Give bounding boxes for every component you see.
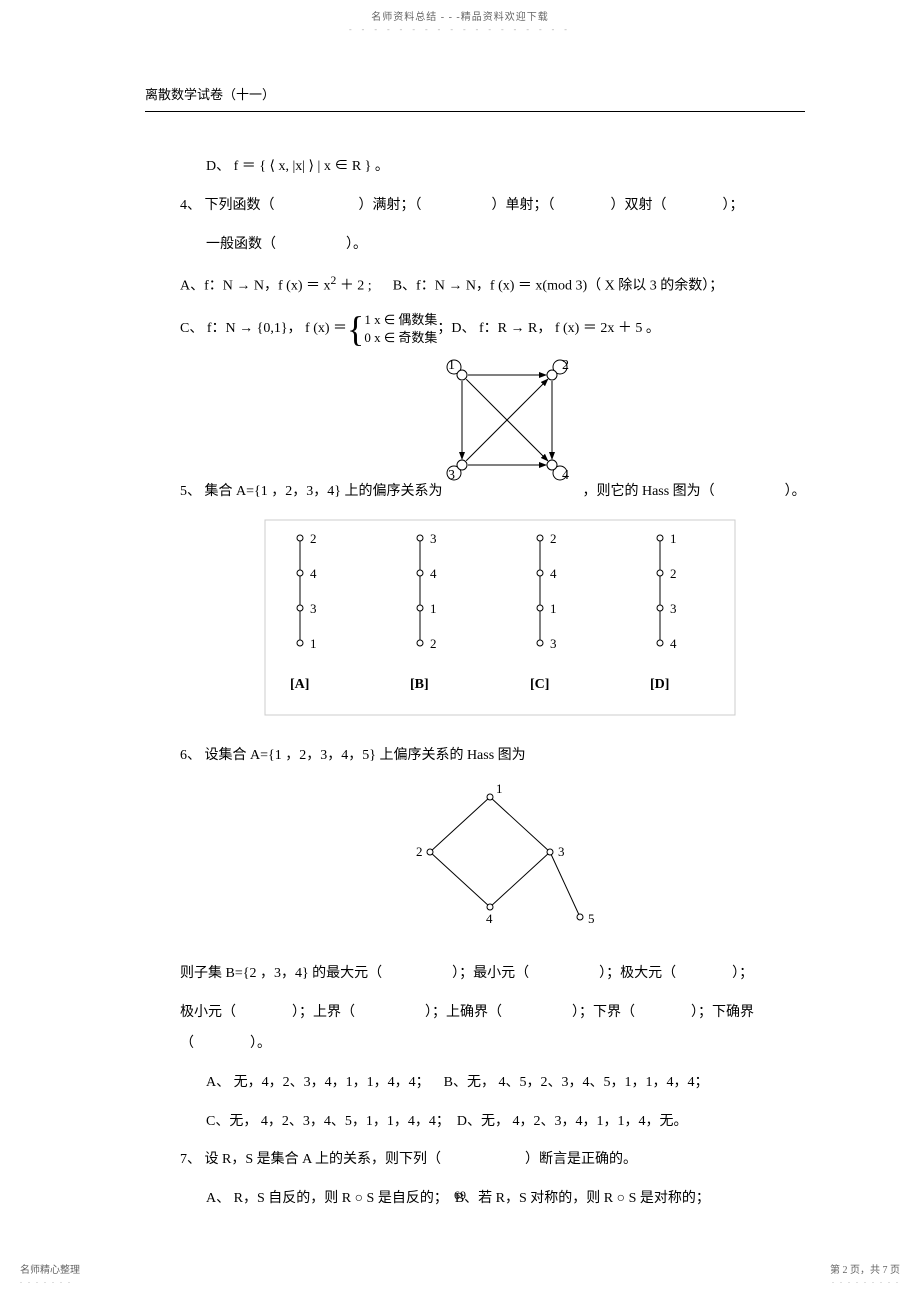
footer-left-text: 名师精心整理 <box>20 1261 80 1276</box>
q7-stem: 7、 设 R，S 是集合 A 上的关系，则下列（ ）断言是正确的。 <box>180 1145 820 1176</box>
svg-text:3: 3 <box>448 468 455 483</box>
footer-left: 名师精心整理 . . . . . . . <box>20 1261 80 1285</box>
q6-optA: A、 无，4，2、3，4，1，1，4，4； <box>206 1075 430 1090</box>
page-number: 69 <box>0 1188 920 1203</box>
footer-right: 第 2 页，共 7 页 . . . . . . . . . <box>830 1261 900 1285</box>
svg-text:2: 2 <box>550 531 557 546</box>
option-d-prev: D、 f ＝ { ⟨ x, |x| ⟩ | x ∈ R } 。 <box>180 152 820 183</box>
q6-line1: 则子集 B={2 ，3，4} 的最大元（ ）；最小元（ ）；极大元（ ）； <box>180 959 820 990</box>
q6-stem: 6、 设集合 A={1 ，2，3，4，5} 上偏序关系的 Hass 图为 <box>180 741 820 772</box>
svg-text:2: 2 <box>416 844 423 859</box>
svg-text:[C]: [C] <box>530 677 549 692</box>
svg-text:3: 3 <box>558 844 565 859</box>
page-title: 离散数学试卷（十一） <box>145 84 920 103</box>
svg-text:4: 4 <box>430 566 437 581</box>
title-underline <box>145 111 805 112</box>
svg-text:3: 3 <box>310 601 317 616</box>
svg-text:2: 2 <box>310 531 317 546</box>
svg-text:1: 1 <box>496 782 503 796</box>
svg-text:4: 4 <box>486 911 493 926</box>
q6-optB: B、无， 4、5，2、3，4、5，1，1，4，4； <box>444 1075 709 1090</box>
footer-left-dots: . . . . . . . <box>20 1276 80 1285</box>
svg-text:1: 1 <box>448 358 455 373</box>
header-small: 名师资料总结 - - -精品资料欢迎下载 <box>0 0 920 23</box>
svg-text:4: 4 <box>562 468 569 483</box>
svg-text:2: 2 <box>430 636 437 651</box>
q6-optC: C、无， 4，2、3，4、5，1，1，4，4； <box>206 1114 450 1129</box>
q5-post: ，则它的 Hass 图为（ ）。 <box>582 477 805 508</box>
q5-row: 5、 集合 A={1 ，2，3，4} 上的偏序关系为 1 2 3 4 ，则它的 Has… <box>180 355 820 508</box>
q4-piece2: 0 x ∈ 奇数集 <box>364 329 437 347</box>
q6-optD: D、无， 4，2、3，4，1，1，4，无。 <box>457 1114 688 1129</box>
q6-hasse: 1 2 3 4 5 <box>180 782 820 950</box>
brace-icon: { <box>347 315 364 344</box>
svg-text:[A]: [A] <box>290 677 309 692</box>
svg-text:[D]: [D] <box>650 677 669 692</box>
svg-text:4: 4 <box>550 566 557 581</box>
q5-hasse-options: 2 4 3 1 [A] 3 4 1 2 [B] 2 4 1 3 [C] 1 2 3 4 [D] <box>180 518 820 731</box>
q4-stem: 4、 下列函数（ ）满射；（ ）单射；（ ）双射（ ）； <box>180 191 820 222</box>
q5-pre: 5、 集合 A={1 ，2，3，4} 上的偏序关系为 <box>180 477 442 508</box>
svg-text:[B]: [B] <box>410 677 429 692</box>
q4-optC-post: ；D、 f：R → R， f (x) ＝ 2x ＋ 5 。 <box>437 314 659 345</box>
q4-piecewise: { 1 x ∈ 偶数集 0 x ∈ 奇数集 <box>347 311 437 347</box>
q4-optA-pre: A、f：N → N，f (x) ＝ x <box>180 279 330 294</box>
q4-stem2: 一般函数（ ）。 <box>180 230 820 261</box>
q4-options-line1: A、f：N → N，f (x) ＝ x2 ＋ 2 ; B、f：N → N，f (… <box>180 268 820 302</box>
svg-text:3: 3 <box>670 601 677 616</box>
q4-options-line2: C、 f：N → {0,1}， f (x) ＝ { 1 x ∈ 偶数集 0 x … <box>180 311 820 347</box>
svg-text:1: 1 <box>550 601 557 616</box>
q4-optA-post: ＋ 2 ; <box>336 279 371 294</box>
q6-opts-cd: C、无， 4，2、3，4、5，1，1，4，4； D、无， 4，2、3，4，1，1… <box>180 1107 820 1138</box>
svg-text:5: 5 <box>588 911 595 926</box>
footer-right-dots: . . . . . . . . . <box>830 1276 900 1285</box>
footer-right-text: 第 2 页，共 7 页 <box>830 1261 900 1276</box>
header-dots: - - - - - - - - - - - - - - - - - - <box>0 25 920 34</box>
q6-line2: 极小元（ ）；上界（ ）；上确界（ ）；下界（ ）；下确界（ ）。 <box>180 998 820 1060</box>
svg-text:2: 2 <box>670 566 677 581</box>
svg-text:3: 3 <box>430 531 437 546</box>
content-area: D、 f ＝ { ⟨ x, |x| ⟩ | x ∈ R } 。 4、 下列函数（… <box>180 152 820 1215</box>
q5-digraph: 1 2 3 4 <box>442 355 582 508</box>
svg-text:1: 1 <box>670 531 677 546</box>
q4-optB: B、f：N → N，f (x) ＝ x(mod 3)（ X 除以 3 的余数）； <box>393 279 724 294</box>
svg-text:4: 4 <box>670 636 677 651</box>
q4-piece1: 1 x ∈ 偶数集 <box>364 311 437 329</box>
q6-opts-ab: A、 无，4，2、3，4，1，1，4，4； B、无， 4、5，2、3，4、5，1… <box>180 1068 820 1099</box>
svg-text:1: 1 <box>310 636 317 651</box>
svg-text:1: 1 <box>430 601 437 616</box>
svg-text:3: 3 <box>550 636 557 651</box>
q4-optC-pre: C、 f：N → {0,1}， f (x) ＝ <box>180 314 347 345</box>
svg-text:2: 2 <box>562 358 569 373</box>
svg-text:4: 4 <box>310 566 317 581</box>
